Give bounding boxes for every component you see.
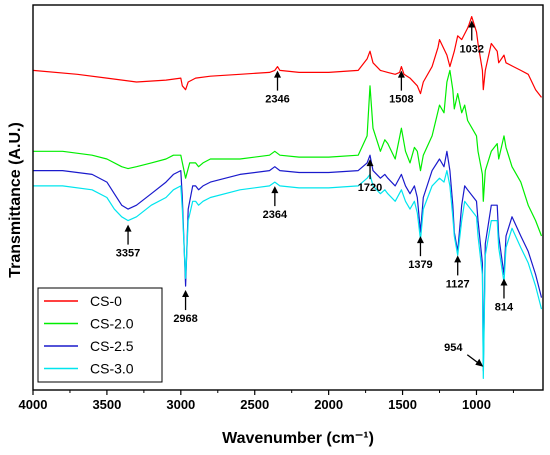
- legend-label: CS-3.0: [90, 361, 134, 377]
- annotation-1032: 1032: [460, 20, 484, 56]
- annotation-arrow-head: [468, 20, 476, 28]
- series-line-cs-3-0: [33, 170, 543, 379]
- x-tick-label: 2000: [314, 397, 343, 412]
- x-tick-label: 3000: [166, 397, 195, 412]
- x-tick-label: 1000: [462, 397, 491, 412]
- x-tick-label: 3500: [92, 397, 121, 412]
- legend-item-cs-3-0: CS-3.0: [44, 361, 134, 377]
- legend-box: [37, 287, 163, 383]
- plot-frame: [32, 4, 544, 391]
- annotation-2364: 2364: [263, 186, 288, 221]
- annotation-label: 954: [444, 342, 463, 354]
- annotation-arrow-head: [500, 278, 508, 286]
- y-axis-title: Transmittance (A.U.): [7, 122, 24, 278]
- legend-item-cs-2-5: CS-2.5: [44, 338, 134, 354]
- annotation-label: 1720: [358, 182, 382, 194]
- annotation-1127: 1127: [446, 255, 470, 290]
- annotation-label: 1508: [389, 94, 413, 106]
- annotation-arrow-head: [124, 224, 132, 232]
- legend-label: CS-2.5: [90, 338, 134, 354]
- legend-label: CS-0: [90, 293, 122, 309]
- annotation-1379: 1379: [408, 236, 433, 271]
- annotation-label: 2346: [265, 94, 289, 106]
- series-line-cs-0: [32, 16, 542, 98]
- annotation-label: 1379: [408, 259, 432, 271]
- annotation-arrow-head: [397, 70, 405, 78]
- annotation-1720: 1720: [358, 159, 382, 194]
- annotation-arrow-head: [416, 236, 424, 244]
- annotation-3357: 3357: [116, 224, 140, 260]
- annotation-954: 954: [444, 342, 484, 367]
- annotation-arrow-head: [271, 186, 279, 194]
- legend-item-cs-2-0: CS-2.0: [44, 316, 134, 332]
- annotation-arrow-head: [274, 70, 282, 78]
- annotation-arrow-head: [454, 255, 462, 263]
- legend-label: CS-2.0: [90, 316, 134, 332]
- annotation-arrow-head: [475, 358, 484, 367]
- annotation-label: 2968: [173, 313, 197, 325]
- annotation-arrow-head: [366, 159, 374, 167]
- x-tick-label: 1500: [388, 397, 417, 412]
- x-axis: 4000 3500 3000 2500 2000 1500 1000: [19, 390, 514, 412]
- annotation-label: 3357: [116, 248, 140, 260]
- annotation-2968: 2968: [173, 290, 198, 325]
- series-layer: [32, 16, 543, 379]
- legend-item-cs-0: CS-0: [44, 293, 122, 309]
- annotation-814: 814: [495, 278, 514, 314]
- annotation-2346: 2346: [265, 70, 290, 106]
- annotation-label: 1127: [446, 278, 470, 290]
- legend: CS-0 CS-2.0 CS-2.5 CS-3.0: [37, 287, 163, 383]
- annotation-label: 2364: [263, 209, 288, 221]
- x-axis-title: Wavenumber (cm⁻¹): [222, 430, 374, 447]
- annotation-label: 1032: [460, 44, 484, 56]
- annotation-arrow-head: [182, 290, 190, 298]
- series-line-cs-2-0: [33, 69, 543, 237]
- x-tick-label: 4000: [19, 397, 48, 412]
- annotation-layer: 3357 2968 2364 2346 1720 1508 1379 1127 1032 954 8…: [116, 20, 514, 367]
- annotation-label: 814: [495, 302, 514, 314]
- annotation-1508: 1508: [389, 70, 414, 106]
- x-tick-label: 2500: [240, 397, 269, 412]
